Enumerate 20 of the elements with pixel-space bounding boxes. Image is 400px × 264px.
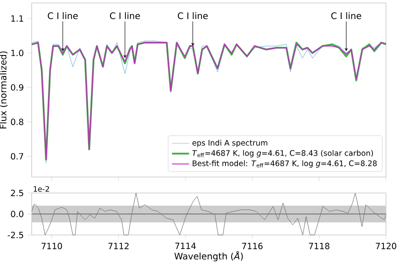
x-tick-label: 7118 [309,242,330,250]
y-tick-label: 0.8 [10,118,24,126]
x-tick-label: 7114 [175,242,196,249]
line-series [31,192,386,236]
annotation: C I line [178,12,208,20]
annotation: C I line [110,12,140,20]
y-tick-label: 1.1 [11,15,24,22]
y-tick-label: 0.0 [10,210,24,218]
annotation: C I line [331,12,362,20]
x-tick-label: 7112 [108,242,129,250]
x-tick-label: 7110 [42,242,62,250]
y-tick-label: 0.9 [10,84,24,91]
x-tick-label: 7116 [242,242,263,250]
x-tick-label: 7120 [376,242,396,250]
x-axis-title: Wavelength (Å) [174,251,243,262]
y-tick-label: 2.5 [11,190,24,196]
annotation: C I line [48,12,78,20]
y-tick-label: -2.5 [8,232,24,238]
y-tick-label: 1.0 [11,50,24,56]
y-tick-label: 0.7 [10,153,24,160]
